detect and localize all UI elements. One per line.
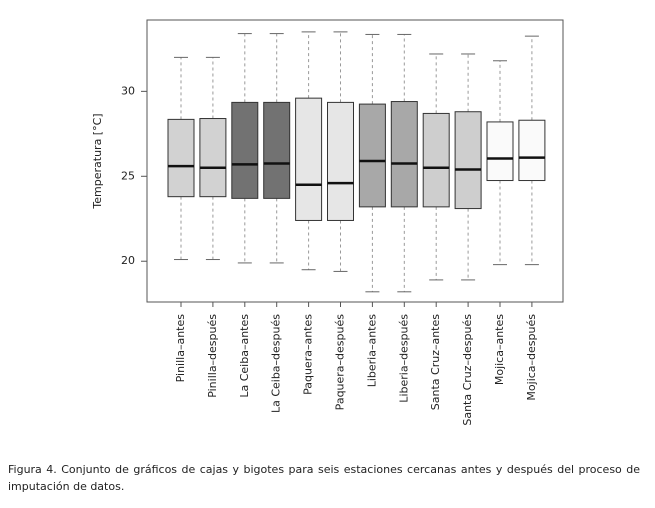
box: [295, 97, 323, 221]
x-tick-label: Liberia–después: [397, 314, 410, 403]
y-tick-label: 25: [121, 169, 135, 182]
box: [327, 101, 354, 221]
figure-caption: Figura 4. Conjunto de gráficos de cajas …: [8, 463, 640, 493]
x-tick-label: Santa Cruz–antes: [429, 314, 442, 410]
x-tick-label: Liberia–antes: [365, 314, 378, 388]
chart: Temperatura [°C] 20 25 30 Pinilla–antes Pini…: [91, 19, 564, 426]
x-tick-label: Pinilla–antes: [174, 314, 187, 383]
box: [486, 121, 514, 182]
box: [422, 112, 450, 208]
x-tick-label: Paquera–antes: [302, 314, 315, 395]
x-tick-label: Mojica–antes: [493, 314, 506, 385]
x-tick-label: Pinilla–después: [206, 314, 219, 398]
x-tick-label: La Ceiba–después: [270, 314, 283, 413]
box: [390, 101, 418, 208]
x-tick-label: La Ceiba–antes: [238, 314, 251, 398]
box: [454, 111, 482, 210]
box: [167, 118, 195, 198]
y-tick-label: 20: [121, 254, 135, 267]
box: [518, 119, 546, 182]
y-tick-label: 30: [121, 84, 135, 97]
box: [263, 101, 291, 199]
plot-frame: [146, 19, 564, 303]
x-tick-label: Santa Cruz–después: [461, 314, 474, 426]
y-axis-label: Temperatura [°C]: [91, 113, 104, 209]
box: [199, 118, 227, 198]
box: [231, 101, 259, 199]
box: [358, 103, 386, 208]
x-tick-label: Paquera–después: [334, 314, 347, 411]
x-tick-label: Mojica–después: [525, 314, 538, 401]
